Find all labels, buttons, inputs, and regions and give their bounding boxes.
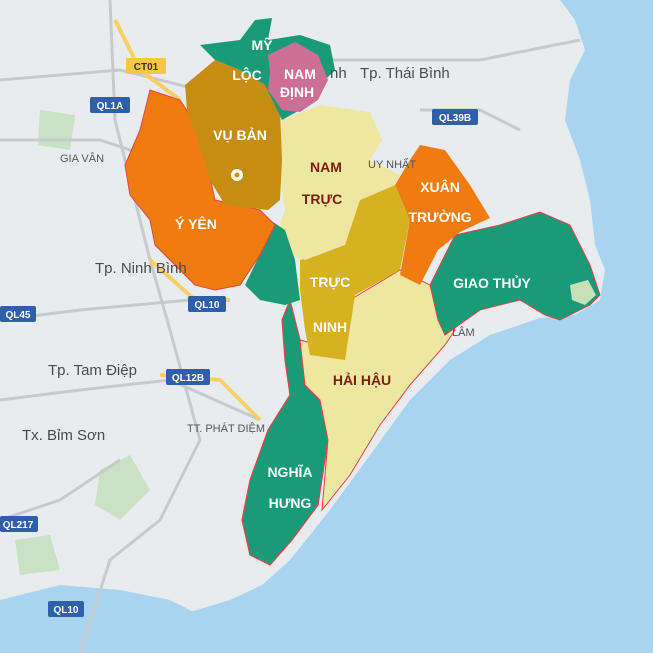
road-shield-ql1a: QL1A bbox=[90, 97, 130, 113]
svg-text:QL217: QL217 bbox=[3, 520, 34, 531]
label-my-loc-line2: LỘC bbox=[232, 66, 262, 83]
district-strip-green bbox=[245, 220, 300, 305]
place-ninh-binh: Tp. Ninh Bình bbox=[95, 260, 187, 277]
svg-text:QL1A: QL1A bbox=[97, 101, 124, 112]
label-truc-ninh-line2: NINH bbox=[313, 319, 347, 335]
city-marker-dot bbox=[234, 172, 240, 178]
district-xuan-truong[interactable] bbox=[395, 145, 490, 285]
label-hai-hau: HẢI HẬU bbox=[333, 371, 391, 388]
svg-text:QL10: QL10 bbox=[194, 300, 219, 311]
place-phat-diem: TT. PHÁT DIỆM bbox=[187, 422, 265, 435]
place-uy-nhat: UY NHẤT bbox=[368, 158, 416, 171]
road-shield-ql10: QL10 bbox=[188, 296, 226, 312]
place-lam: LÂM bbox=[452, 326, 475, 339]
label-xuan-truong: XUÂN bbox=[420, 178, 460, 195]
svg-text:QL45: QL45 bbox=[5, 310, 30, 321]
label-vu-ban: VỤ BẢN bbox=[213, 127, 267, 143]
district-giao-thuy[interactable] bbox=[429, 211, 601, 336]
label-nghia-hung: NGHĨA bbox=[267, 463, 312, 480]
svg-text:QL10: QL10 bbox=[53, 605, 78, 616]
label-my-loc: MỸ bbox=[252, 36, 274, 53]
sea-area bbox=[120, 0, 653, 653]
svg-text:CT01: CT01 bbox=[134, 62, 159, 73]
park-area bbox=[95, 455, 150, 520]
road-shield-ql10-south: QL10 bbox=[48, 601, 84, 617]
district-nam-truc[interactable] bbox=[278, 105, 400, 260]
road-shield-ql45: QL45 bbox=[0, 306, 36, 322]
island-giao-thuy bbox=[570, 280, 596, 305]
svg-text:QL12B: QL12B bbox=[172, 373, 204, 384]
label-nam-truc: NAM bbox=[310, 159, 342, 175]
svg-text:QL39B: QL39B bbox=[439, 113, 471, 124]
place-thai-binh: Tp. Thái Bình bbox=[360, 65, 450, 82]
district-nam-dinh[interactable] bbox=[268, 42, 328, 112]
district-vu-ban[interactable] bbox=[185, 60, 282, 210]
road-shield-ct01: CT01 bbox=[126, 58, 166, 74]
label-y-yen: Ý YÊN bbox=[175, 215, 217, 232]
label-nghia-hung-line2: HƯNG bbox=[269, 495, 312, 511]
road-shield-ql217: QL217 bbox=[0, 516, 38, 532]
park-area bbox=[38, 110, 75, 150]
place-bim-son: Tx. Bỉm Sơn bbox=[22, 427, 105, 444]
road-shield-ql39b: QL39B bbox=[432, 109, 478, 125]
label-nam-dinh-line2: ĐỊNH bbox=[280, 84, 314, 100]
label-truc-ninh: TRỰC bbox=[310, 274, 350, 290]
label-nam-dinh: NAM bbox=[284, 66, 316, 82]
place-tam-diep: Tp. Tam Điệp bbox=[48, 362, 137, 379]
road-shield-ql12b: QL12B bbox=[166, 369, 210, 385]
place-nh: nh bbox=[330, 65, 347, 82]
district-truc-ninh[interactable] bbox=[300, 185, 410, 360]
label-giao-thuy: GIAO THỦY bbox=[453, 274, 531, 291]
label-nam-truc-line2: TRỰC bbox=[302, 191, 342, 207]
park-area bbox=[15, 535, 60, 575]
place-gia-van: GIA VÂN bbox=[60, 152, 104, 165]
label-xuan-truong-line2: TRƯỜNG bbox=[408, 208, 471, 225]
